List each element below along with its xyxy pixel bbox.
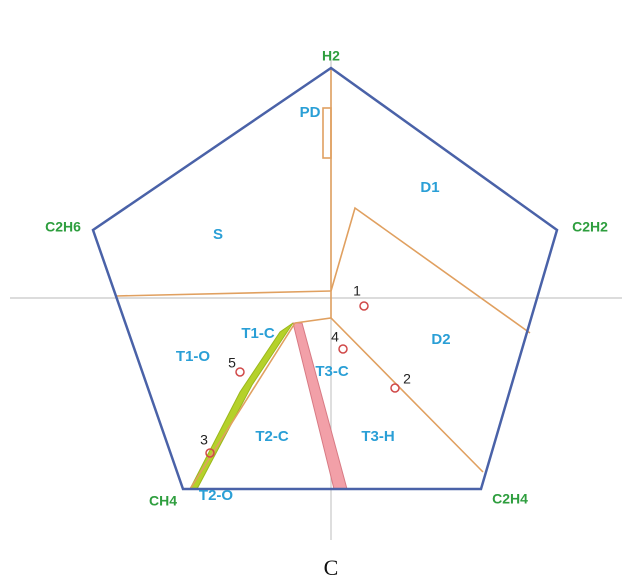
zone-label: PD xyxy=(300,104,321,121)
pd-box xyxy=(322,107,332,159)
zone-lines xyxy=(115,68,531,490)
zone-label: T2-C xyxy=(255,428,289,445)
point-marker xyxy=(390,383,400,393)
caption: C xyxy=(324,555,339,580)
point-marker xyxy=(205,448,215,458)
point-label: 2 xyxy=(403,371,411,387)
zone-label: T3-C xyxy=(315,363,349,380)
point-marker xyxy=(359,301,369,311)
point-label: 5 xyxy=(228,355,236,371)
pentagon xyxy=(91,66,559,491)
point-marker xyxy=(235,367,245,377)
zone-label: D1 xyxy=(420,179,439,196)
vertex-label: CH4 xyxy=(149,493,177,509)
zone-line xyxy=(330,206,531,334)
zone-label: T1-C xyxy=(241,325,275,342)
zone-label: D2 xyxy=(431,331,450,348)
zone-label: T3-H xyxy=(361,428,394,445)
point-markers xyxy=(205,301,400,458)
point-label: 3 xyxy=(200,432,208,448)
vertex-label: C2H2 xyxy=(572,219,608,235)
vertex-label: H2 xyxy=(322,48,340,64)
point-label: 4 xyxy=(331,329,339,345)
zone-label: S xyxy=(213,226,223,243)
zone-line xyxy=(294,317,484,473)
zone-label: T1-O xyxy=(176,348,211,365)
point-marker xyxy=(338,344,348,354)
zone-line xyxy=(115,290,332,297)
zone-label: T2-O xyxy=(199,487,234,504)
vertex-label: C2H4 xyxy=(492,491,528,507)
vertex-label: C2H6 xyxy=(45,219,81,235)
point-label: 1 xyxy=(353,283,361,299)
zone-line xyxy=(189,322,296,490)
